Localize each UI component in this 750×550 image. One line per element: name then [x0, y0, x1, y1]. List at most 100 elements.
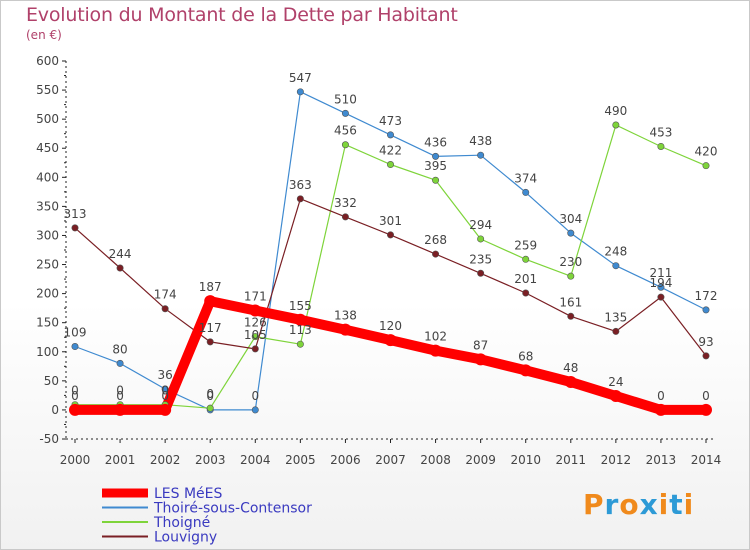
data-point — [567, 229, 575, 237]
data-label: 0 — [206, 389, 214, 403]
series-points — [69, 88, 712, 416]
data-point — [251, 345, 259, 353]
data-label: 174 — [154, 288, 177, 302]
data-label: 126 — [244, 316, 267, 330]
chart-unit: (en €) — [26, 28, 62, 42]
data-label: 120 — [379, 319, 402, 333]
data-point — [116, 264, 124, 272]
logo-letter: r — [604, 488, 620, 521]
y-tick-label: 200 — [36, 287, 59, 301]
data-label: 161 — [559, 295, 582, 309]
data-label: 24 — [608, 375, 623, 389]
proxiti-logo: Proxiti — [583, 488, 694, 521]
data-point — [116, 359, 124, 367]
data-label: 187 — [199, 280, 222, 294]
data-point — [702, 306, 710, 314]
legend-label: Thoigné — [153, 515, 210, 531]
data-point — [612, 262, 620, 270]
data-label: 109 — [64, 326, 87, 340]
data-point — [204, 295, 217, 308]
data-label: 420 — [695, 145, 718, 159]
data-point — [206, 404, 214, 412]
data-point — [477, 235, 485, 243]
x-tick-label: 2001 — [105, 453, 136, 467]
data-label: 332 — [334, 196, 357, 210]
data-point — [700, 403, 712, 416]
x-tick-label: 2003 — [195, 453, 226, 467]
data-point — [251, 333, 259, 341]
data-label: 510 — [334, 92, 357, 106]
data-point — [206, 338, 214, 346]
data-label: 36 — [158, 368, 173, 382]
data-label: 294 — [469, 218, 492, 232]
data-point — [657, 142, 665, 150]
data-point — [341, 213, 349, 221]
logo-letter: i — [683, 488, 695, 521]
data-label: 0 — [116, 384, 124, 398]
data-point — [386, 131, 394, 139]
data-label: 438 — [469, 134, 492, 148]
y-tick-label: 500 — [36, 112, 59, 126]
data-point — [71, 343, 79, 351]
data-point — [341, 141, 349, 149]
data-label: 113 — [289, 323, 312, 337]
data-label: 0 — [206, 387, 214, 401]
data-point — [429, 344, 442, 357]
logo-letter: P — [583, 488, 605, 521]
y-tick-label: 600 — [36, 54, 59, 68]
data-label: 155 — [289, 299, 312, 313]
data-label: 0 — [116, 389, 124, 403]
data-label: 259 — [514, 238, 537, 252]
x-tick-label: 2009 — [465, 453, 496, 467]
data-point — [341, 109, 349, 117]
data-label: 201 — [514, 272, 537, 286]
data-label: 436 — [424, 135, 447, 149]
data-label: 235 — [469, 252, 492, 266]
data-label: 0 — [251, 389, 259, 403]
data-point — [296, 88, 304, 96]
chart-title: Evolution du Montant de la Dette par Hab… — [26, 4, 458, 26]
data-label: 248 — [604, 245, 627, 259]
data-point — [249, 304, 262, 317]
data-point — [161, 305, 169, 313]
data-point — [612, 327, 620, 335]
y-tick-label: 150 — [36, 316, 59, 330]
data-point — [564, 376, 577, 389]
data-point — [294, 313, 307, 326]
data-label: 268 — [424, 233, 447, 247]
data-point — [386, 161, 394, 169]
data-point — [702, 162, 710, 170]
data-point — [432, 152, 440, 160]
data-point — [296, 195, 304, 203]
data-point — [114, 403, 127, 416]
data-label: 453 — [649, 125, 672, 139]
y-tick-label: -50 — [39, 432, 59, 446]
y-tick-label: 50 — [44, 374, 59, 388]
legend-label: Louvigny — [154, 530, 217, 546]
data-label: 194 — [649, 276, 672, 290]
data-label: 363 — [289, 178, 312, 192]
x-tick-label: 2004 — [240, 453, 271, 467]
data-point — [567, 272, 575, 280]
data-point — [384, 334, 397, 347]
data-label: 374 — [514, 171, 537, 185]
data-point — [657, 293, 665, 301]
data-point — [339, 323, 352, 336]
data-label: 0 — [161, 384, 169, 398]
data-point — [474, 353, 487, 366]
logo-letter: i — [658, 488, 670, 521]
x-tick-label: 2007 — [375, 453, 406, 467]
x-tick-label: 2006 — [330, 453, 361, 467]
logo-letter: o — [619, 488, 640, 521]
axes: -50 0 50 100 150 200 250 300 350 400 450 500 550 600 2… — [36, 54, 721, 467]
data-label: 80 — [112, 342, 127, 356]
y-tick-label: 450 — [36, 141, 59, 155]
data-point — [702, 352, 710, 360]
data-label: 117 — [199, 321, 222, 335]
x-tick-label: 2008 — [420, 453, 451, 467]
data-label: 422 — [379, 144, 402, 158]
x-tick-label: 2002 — [150, 453, 181, 467]
data-label: 211 — [649, 266, 672, 280]
data-point — [657, 283, 665, 291]
